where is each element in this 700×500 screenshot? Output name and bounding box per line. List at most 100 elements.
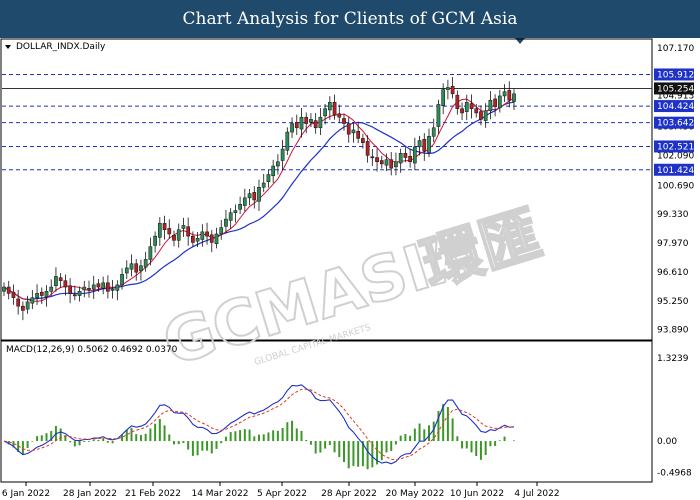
candle-body: [124, 267, 129, 274]
candle-body: [337, 113, 342, 118]
candle-body: [365, 141, 370, 156]
watermark: GCMASIA 環匯 GLOBAL CAPITAL MARKETS: [154, 198, 550, 381]
candle-body: [2, 286, 6, 292]
candle-body: [35, 293, 39, 298]
level-tag-label: 103.642: [657, 119, 694, 129]
level-tag: [654, 68, 694, 81]
candle-body: [497, 95, 502, 109]
macd-tick-label: 1.3239: [657, 354, 689, 364]
candle-body: [228, 212, 233, 221]
candle-body: [214, 233, 219, 244]
candle-body: [172, 234, 176, 241]
candle-body: [30, 297, 35, 304]
macd-tick-label: -0.4968: [657, 468, 692, 478]
candle-body: [219, 227, 224, 235]
level-tag: [654, 163, 694, 176]
time-axis: 6 Jan 2022 28 Jan 2022 21 Feb 2022 14 Mar 2…: [2, 482, 560, 499]
candle-body: [294, 122, 299, 129]
symbol-text: DOLLAR_INDX.Daily: [16, 42, 106, 52]
candle-body: [408, 156, 412, 163]
x-tick-label: 20 May 2022: [386, 489, 445, 499]
candle-body: [25, 301, 30, 310]
candle-body: [412, 146, 417, 164]
candle-body: [82, 286, 87, 291]
level-tag-label: 104.424: [657, 102, 694, 112]
candle-body: [479, 111, 483, 120]
candle-body: [129, 263, 134, 270]
candle-body: [176, 229, 181, 241]
candle-body: [398, 153, 403, 164]
x-tick-label: 4 Jul 2022: [514, 489, 559, 499]
candle-body: [313, 120, 318, 129]
symbol-label: DOLLAR_INDX.Daily: [5, 42, 106, 52]
candle-body: [474, 108, 479, 114]
candle-body: [271, 165, 276, 177]
candle-body: [49, 286, 54, 292]
x-tick-label: 28 Apr 2022: [321, 489, 377, 499]
level-tag-label: 102.521: [657, 142, 694, 152]
candle-body: [6, 286, 11, 294]
candle-body: [242, 197, 247, 206]
candle-body: [299, 116, 304, 130]
candle-body: [16, 298, 21, 307]
candle-body: [167, 228, 172, 235]
candle-body: [205, 231, 209, 237]
level-tag-label: 105.912: [657, 70, 694, 80]
candle-body: [224, 218, 228, 227]
x-tick-label: 5 Apr 2022: [257, 489, 307, 499]
candle-body: [304, 116, 309, 124]
header-bar: Chart Analysis for Clients of GCM Asia: [0, 0, 700, 38]
current-price-tag: [654, 82, 694, 95]
candle-body: [351, 129, 356, 134]
candles: [2, 77, 516, 321]
x-tick-label: 28 Jan 2022: [63, 489, 117, 499]
candle-body: [96, 283, 101, 288]
candle-body: [200, 231, 205, 240]
candle-body: [101, 282, 106, 289]
candle-body: [191, 235, 195, 243]
price-tick-label: 104.913: [657, 92, 694, 102]
candle-body: [427, 136, 431, 153]
candle-body: [436, 104, 441, 127]
candle-body: [507, 90, 512, 101]
level-tag-label: 101.424: [657, 166, 694, 176]
candle-body: [139, 265, 143, 272]
candle-body: [120, 274, 124, 286]
candle-body: [209, 234, 214, 243]
candle-body: [488, 99, 493, 112]
candle-body: [318, 116, 323, 129]
macd-panel-frame: [0, 340, 653, 483]
candle-body: [162, 223, 167, 230]
candle-body: [512, 93, 516, 102]
candle-body: [195, 237, 200, 242]
price-tick-label: 100.690: [657, 181, 694, 191]
header-notch: [515, 38, 525, 44]
candle-body: [464, 102, 469, 112]
x-tick-label: 6 Jan 2022: [2, 489, 50, 499]
x-tick-label: 10 Jun 2022: [450, 489, 504, 499]
candle-body: [332, 102, 337, 116]
candle-body: [68, 285, 72, 294]
candle-body: [233, 210, 238, 213]
candle-body: [493, 98, 497, 107]
candle-body: [11, 291, 16, 298]
price-tick-label: 93.890: [657, 326, 689, 336]
candle-body: [110, 288, 115, 291]
candle-body: [346, 123, 351, 135]
price-tick-label: 95.250: [657, 297, 689, 307]
candle-body: [54, 276, 58, 287]
macd-panel: 1.3239 0.00 -0.4968: [3, 354, 692, 478]
candle-body: [63, 280, 68, 288]
chevron-down-icon[interactable]: [5, 45, 11, 49]
header-title: Chart Analysis for Clients of GCM Asia: [182, 9, 518, 29]
candle-body: [157, 223, 162, 238]
candle-body: [389, 159, 394, 169]
candle-body: [446, 87, 450, 90]
candle-body: [106, 282, 110, 292]
candle-body: [280, 148, 285, 161]
candle-body: [257, 187, 261, 202]
candle-body: [342, 118, 346, 124]
candle-body: [403, 153, 408, 158]
candle-body: [44, 291, 49, 298]
candle-body: [134, 263, 139, 273]
